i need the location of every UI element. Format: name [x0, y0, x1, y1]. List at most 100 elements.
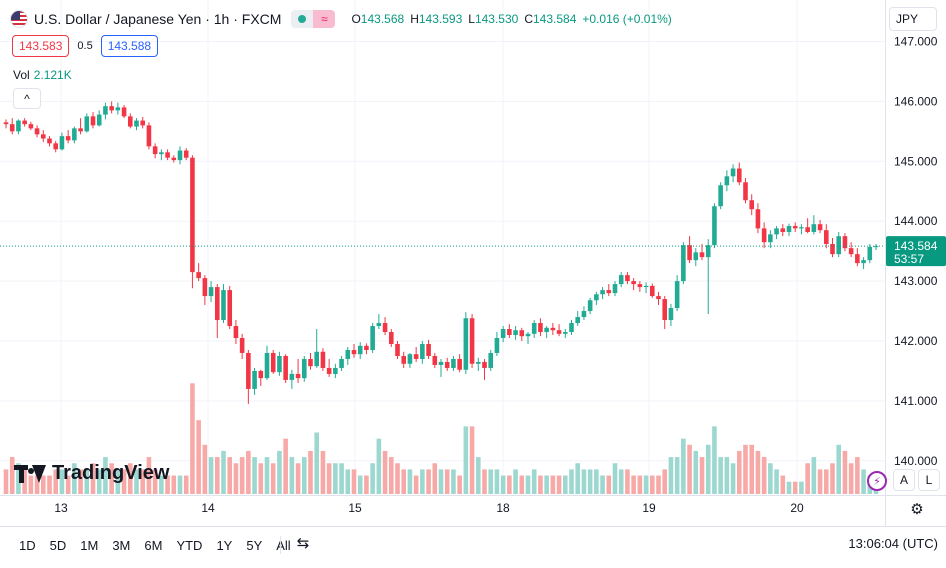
candle-body [780, 228, 786, 232]
candle-body [127, 116, 133, 127]
candle-body [59, 136, 65, 150]
candle-body [823, 230, 829, 244]
candle-body [612, 284, 618, 294]
candle-body [792, 225, 798, 229]
lightning-icon[interactable]: ⚡ [867, 471, 887, 491]
candle-body [544, 327, 549, 333]
volume-bar [320, 450, 326, 494]
candle-body [401, 355, 407, 364]
volume-bar [115, 469, 121, 494]
candle-body [867, 246, 873, 261]
candle-body [799, 227, 804, 229]
volume-bar [823, 469, 829, 494]
ohlc-close: C143.584 [524, 12, 577, 26]
candle-body [625, 275, 630, 282]
volume-bar [562, 475, 568, 494]
volume-bar [109, 463, 114, 494]
range-ytd[interactable]: YTD [176, 537, 203, 553]
volume-bar [426, 469, 431, 494]
candle-body [848, 248, 854, 255]
time-tick-label: 14 [201, 501, 215, 515]
candle-body [301, 358, 307, 379]
price-tick-label: 142.000 [894, 334, 938, 348]
candle-body [562, 332, 568, 334]
candle-body [432, 355, 438, 365]
spread-value: 0.5 [77, 40, 93, 52]
volume-bar [463, 426, 469, 494]
volume-bar [239, 457, 245, 494]
candle-body [656, 296, 661, 300]
range-1d[interactable]: 1D [19, 537, 36, 553]
candle-body [463, 318, 469, 370]
volume-bar [246, 450, 251, 494]
utc-clock[interactable]: 13:06:04 (UTC) [848, 536, 938, 551]
candle-body [382, 323, 388, 333]
candle-body [314, 351, 320, 367]
symbol-legend: U.S. Dollar / Japanese Yen · 1h · FXCM ≈… [10, 9, 672, 29]
market-status[interactable]: ≈ [291, 10, 336, 28]
volume-bar [848, 463, 854, 494]
range-3m[interactable]: 3M [112, 537, 131, 553]
volume-bar [594, 469, 599, 494]
volume-bar [494, 469, 500, 494]
candle-body [469, 318, 475, 364]
tradingview-logo[interactable]: TradingView [14, 462, 169, 485]
volume-bar [326, 463, 332, 494]
volume-bar [432, 463, 438, 494]
range-all[interactable]: All [276, 537, 291, 553]
candle-body [246, 352, 251, 389]
currency-button[interactable]: JPY [889, 7, 937, 31]
volume-bar [78, 469, 83, 494]
buy-price-button[interactable]: 143.588 [100, 35, 159, 57]
candle-body [90, 116, 96, 126]
candle-body [283, 355, 288, 380]
price-tick-label: 145.000 [894, 154, 938, 168]
range-1m[interactable]: 1M [80, 537, 99, 553]
volume-bar [357, 475, 363, 494]
calendar-range-icon[interactable]: ⇆ [296, 535, 310, 552]
bar-countdown-label: 53:57 [894, 252, 924, 266]
ohlc-high: H143.593 [410, 12, 463, 26]
candle-body [811, 224, 817, 232]
volume-bar [72, 463, 77, 494]
logo-text: TradingView [52, 462, 170, 484]
candle-body [140, 120, 146, 126]
gear-icon[interactable]: ⚙ [910, 501, 924, 518]
auto-scale-button[interactable]: A [893, 469, 915, 491]
candle-body [699, 252, 705, 258]
range-5d[interactable]: 5D [49, 537, 67, 553]
volume-bar [413, 475, 419, 494]
volume-bar [681, 438, 686, 494]
range-5y[interactable]: 5Y [246, 537, 263, 553]
candle-body [842, 236, 848, 249]
volume-bar [525, 475, 531, 494]
volume-bar [9, 457, 15, 494]
candle-body [345, 349, 351, 359]
candle-body [482, 361, 487, 368]
collapse-legend-button[interactable]: ^ [13, 88, 41, 109]
volume-bar [743, 444, 748, 494]
candle-body [855, 254, 860, 264]
volume-bar [314, 432, 320, 494]
candle-body [84, 116, 90, 132]
candle-body [146, 125, 152, 147]
candle-body [451, 358, 456, 368]
sell-price-button[interactable]: 143.583 [12, 35, 70, 57]
volume-bar [587, 469, 593, 494]
volume-bar [631, 475, 636, 494]
symbol-title[interactable]: U.S. Dollar / Japanese Yen · 1h · FXCM [34, 11, 282, 27]
volume-bar [550, 475, 556, 494]
candle-body [743, 182, 748, 201]
range-1y[interactable]: 1Y [216, 537, 233, 553]
candle-body [320, 351, 326, 368]
log-scale-button[interactable]: L [918, 469, 940, 491]
volume-bar [221, 450, 226, 494]
volume-bar [643, 475, 649, 494]
time-tick-label: 13 [54, 501, 68, 515]
range-6m[interactable]: 6M [144, 537, 163, 553]
candle-body [674, 281, 680, 309]
volume-bar [786, 481, 792, 494]
volume-bar [488, 469, 494, 494]
